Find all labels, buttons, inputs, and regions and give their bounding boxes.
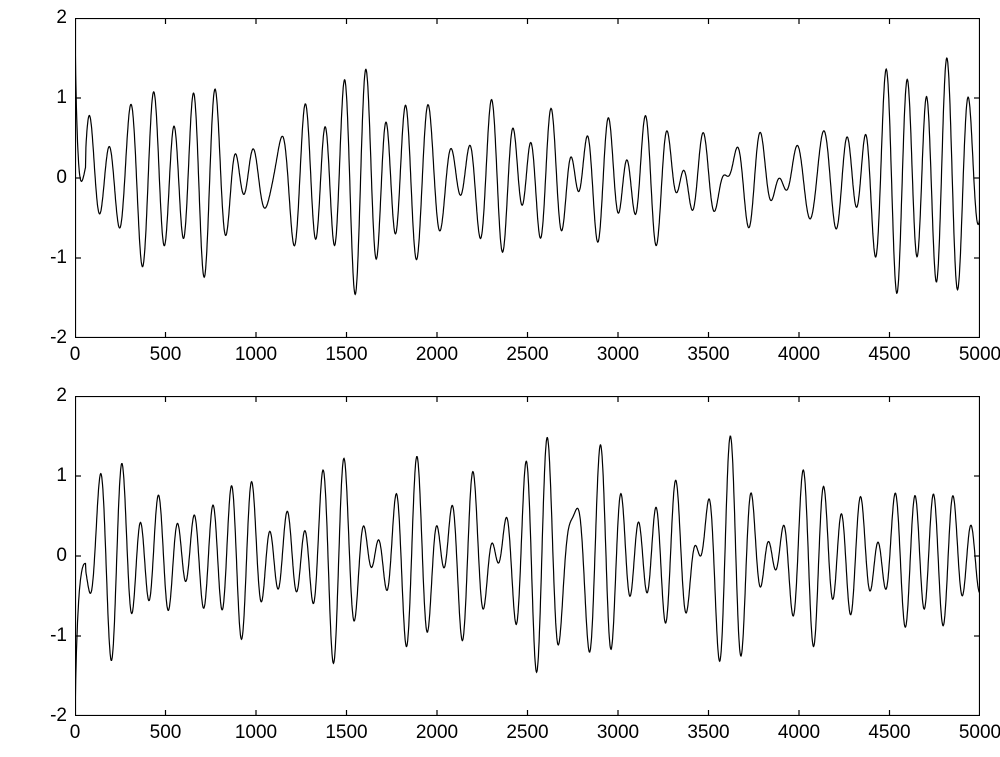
xtick-label: 2000 <box>416 344 458 366</box>
ytick-label: -2 <box>50 327 67 349</box>
xtick-label: 1500 <box>325 722 367 744</box>
xtick-label: 500 <box>150 722 182 744</box>
series-line-top <box>75 33 980 294</box>
ytick-label: 1 <box>56 465 67 487</box>
xtick-label: 0 <box>70 344 81 366</box>
ytick-label: -2 <box>50 705 67 727</box>
series-line-bottom <box>75 436 980 716</box>
xtick-label: 2500 <box>506 722 548 744</box>
ytick-label: 0 <box>56 545 67 567</box>
ytick-label: 1 <box>56 87 67 109</box>
xtick-label: 2500 <box>506 344 548 366</box>
axis-box-top <box>76 19 980 338</box>
ytick-label: -1 <box>50 625 67 647</box>
subplot-top: -2-1012050010001500200025003000350040004… <box>75 18 980 338</box>
xtick-label: 5000 <box>959 344 1000 366</box>
xtick-label: 4500 <box>868 722 910 744</box>
ytick-label: 2 <box>56 7 67 29</box>
xtick-label: 500 <box>150 344 182 366</box>
subplot-bottom: -2-1012050010001500200025003000350040004… <box>75 396 980 716</box>
xtick-label: 4000 <box>778 344 820 366</box>
xtick-label: 3500 <box>687 722 729 744</box>
plot-svg-top <box>75 18 980 338</box>
ytick-label: 2 <box>56 385 67 407</box>
xtick-label: 1000 <box>235 722 277 744</box>
axis-box-bottom <box>76 397 980 716</box>
plot-svg-bottom <box>75 396 980 716</box>
xtick-label: 3000 <box>597 344 639 366</box>
xtick-label: 4500 <box>868 344 910 366</box>
xtick-label: 0 <box>70 722 81 744</box>
figure-container: -2-1012050010001500200025003000350040004… <box>0 0 1000 757</box>
xtick-label: 3000 <box>597 722 639 744</box>
ytick-label: -1 <box>50 247 67 269</box>
xtick-label: 1500 <box>325 344 367 366</box>
xtick-label: 1000 <box>235 344 277 366</box>
ytick-label: 0 <box>56 167 67 189</box>
xtick-label: 3500 <box>687 344 729 366</box>
xtick-label: 2000 <box>416 722 458 744</box>
xtick-label: 4000 <box>778 722 820 744</box>
xtick-label: 5000 <box>959 722 1000 744</box>
